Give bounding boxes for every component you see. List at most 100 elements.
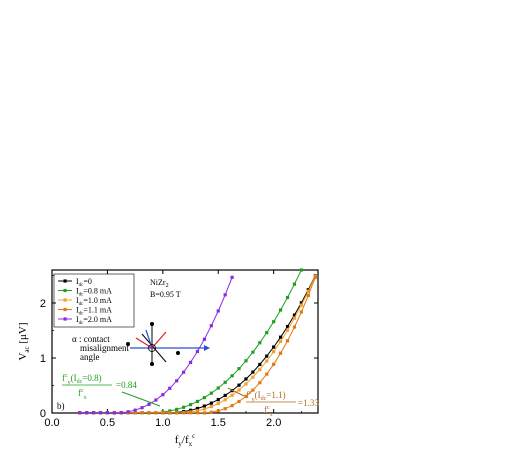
anno-left-line1: fcy(Idc=0.8)	[62, 373, 102, 386]
data-point	[244, 359, 248, 363]
data-point	[112, 411, 116, 415]
x-axis-title: fy/fxc	[175, 432, 196, 448]
legend-marker	[63, 288, 67, 293]
data-point	[251, 370, 255, 374]
data-point	[272, 320, 276, 324]
data-point	[161, 393, 165, 397]
legend-label: Idc=1.1 mA	[76, 306, 112, 317]
data-point	[188, 360, 193, 365]
data-point	[285, 339, 290, 343]
data-point	[209, 404, 213, 409]
data-point	[182, 405, 186, 409]
data-point	[272, 350, 276, 354]
data-point	[258, 362, 262, 367]
data-point	[313, 275, 317, 280]
y-tick-label: 2	[40, 298, 46, 310]
data-point	[237, 399, 241, 404]
data-point	[278, 339, 283, 343]
data-point	[209, 410, 213, 414]
data-point	[91, 411, 96, 415]
data-point	[251, 375, 255, 379]
data-point	[285, 324, 290, 329]
data-point	[98, 411, 103, 415]
data-point	[299, 310, 303, 314]
data-point	[230, 389, 234, 393]
data-point	[195, 409, 200, 413]
legend-label: Idc=2.0 mA	[76, 315, 112, 326]
data-point	[223, 293, 227, 297]
data-point	[251, 388, 255, 392]
origin-circle	[148, 344, 156, 352]
data-point	[154, 398, 158, 402]
data-point	[216, 309, 220, 313]
data-point	[188, 403, 193, 407]
anno-left-value: =0.84	[116, 380, 137, 390]
data-point	[237, 388, 241, 392]
data-point	[299, 268, 303, 272]
data-point	[133, 411, 137, 415]
anno-right-arrow	[227, 387, 245, 397]
alpha-text: misalignment	[80, 343, 129, 353]
data-point	[230, 374, 234, 378]
x-tick-label: 1.5	[211, 417, 226, 429]
data-point	[195, 349, 200, 354]
data-point	[244, 377, 248, 381]
legend-label: Idc=1.0 mA	[76, 296, 112, 307]
data-point	[119, 411, 123, 415]
data-point	[285, 295, 290, 300]
vector-Fsd-head	[204, 345, 210, 351]
x-tick-label: 1.0	[155, 417, 170, 429]
anno-right-line1: fcy(Idc=1.1)	[246, 390, 286, 403]
data-point	[299, 301, 303, 305]
data-point	[265, 359, 269, 363]
data-point	[78, 411, 82, 415]
legend-marker	[63, 317, 67, 321]
data-point	[237, 383, 241, 387]
x-tick-label: 0.0	[44, 417, 59, 429]
legend-marker	[63, 307, 67, 312]
data-point	[175, 411, 179, 415]
data-point	[278, 335, 283, 339]
data-point	[195, 411, 200, 415]
legend-marker	[63, 279, 67, 283]
legend-box	[53, 273, 135, 328]
data-point	[223, 407, 227, 411]
anno-left-den: fcx	[78, 388, 87, 401]
data-point	[195, 399, 200, 404]
axis-x-line	[141, 333, 167, 363]
vector-Iac	[135, 337, 153, 349]
data-point	[126, 410, 130, 414]
data-point	[195, 406, 200, 411]
data-point	[147, 411, 151, 415]
data-point	[182, 370, 186, 374]
contact-dot	[126, 342, 130, 346]
data-point	[216, 409, 220, 413]
data-point	[306, 289, 310, 293]
data-point	[161, 411, 165, 415]
data-point	[209, 324, 213, 328]
data-point	[230, 275, 234, 279]
data-point	[202, 337, 206, 341]
data-point	[258, 367, 262, 372]
data-point	[265, 354, 269, 358]
field-label: B=0.95 T	[150, 290, 181, 299]
anno-right-value: =1.33	[298, 398, 319, 408]
data-point	[175, 379, 179, 383]
data-point	[292, 325, 297, 329]
data-point	[265, 372, 269, 376]
data-point	[85, 411, 89, 415]
data-point	[306, 293, 310, 298]
data-point	[140, 411, 144, 415]
data-point	[154, 411, 158, 415]
data-point	[258, 341, 262, 345]
data-point	[202, 411, 206, 415]
data-point	[175, 407, 179, 411]
data-point	[244, 382, 248, 386]
data-point	[251, 350, 255, 354]
data-point	[188, 411, 193, 415]
y-tick-label: 1	[40, 353, 46, 365]
data-point	[133, 408, 137, 412]
data-point	[223, 393, 227, 398]
